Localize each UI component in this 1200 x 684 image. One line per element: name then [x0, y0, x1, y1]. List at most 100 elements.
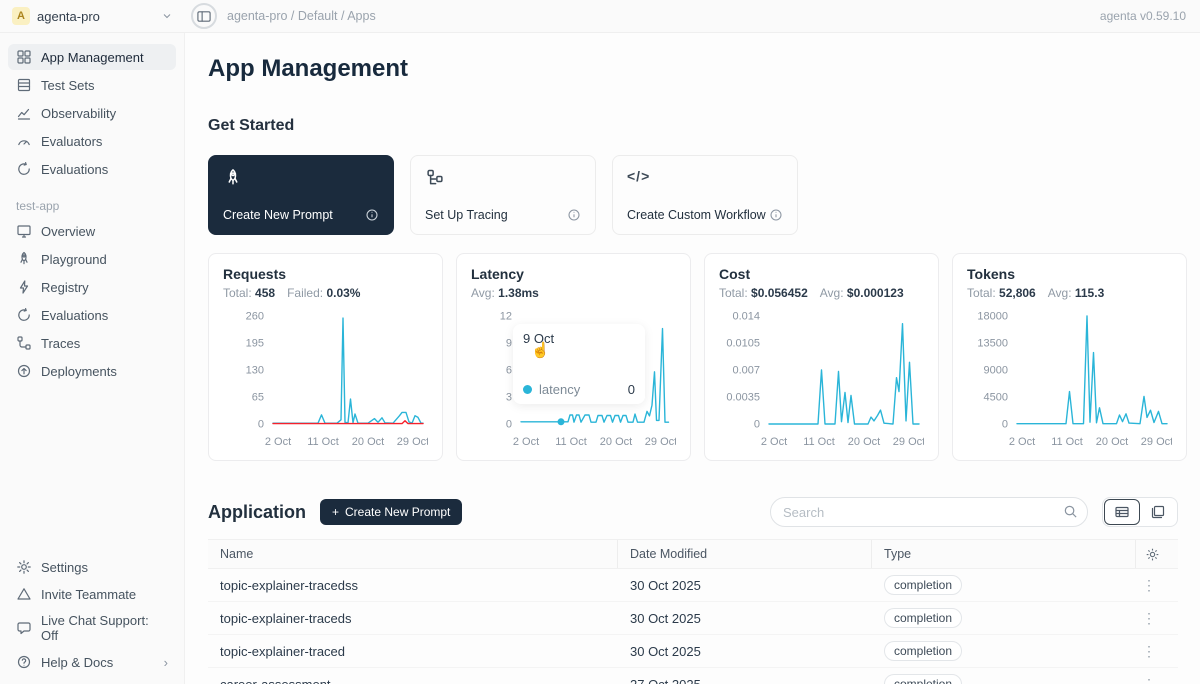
table-row[interactable]: career-assessment 27 Oct 2025 completion…	[208, 668, 1178, 684]
deploy-icon	[16, 363, 32, 379]
sidebar-item-app-management[interactable]: App Management	[8, 44, 176, 70]
breadcrumb: agenta-pro / Default / Apps	[227, 9, 376, 23]
sidebar-item-label: Help & Docs	[41, 655, 113, 670]
sidebar-item-traces[interactable]: Traces	[8, 330, 176, 356]
svg-text:20 Oct: 20 Oct	[352, 436, 384, 448]
chart-stat: Total: 52,806	[967, 286, 1036, 300]
svg-text:0.007: 0.007	[732, 365, 760, 377]
svg-text:2 Oct: 2 Oct	[513, 436, 539, 448]
sidebar-item-evaluations[interactable]: Evaluations	[8, 156, 176, 182]
table-settings-gear-icon[interactable]	[1145, 547, 1160, 562]
type-badge: completion	[884, 608, 962, 628]
create-custom-workflow-card[interactable]: </> Create Custom Workflow	[612, 155, 798, 235]
sidebar-item-settings[interactable]: Settings	[8, 554, 176, 580]
table-row[interactable]: topic-explainer-traceds 30 Oct 2025 comp…	[208, 602, 1178, 635]
sidebar-item-observability[interactable]: Observability	[8, 100, 176, 126]
refresh-icon	[16, 307, 32, 323]
column-header-name[interactable]: Name	[208, 540, 618, 568]
table-icon	[16, 77, 32, 93]
svg-text:6: 6	[506, 365, 512, 377]
sidebar-item-label: App Management	[41, 50, 144, 65]
version-label: agenta v0.59.10	[1100, 9, 1186, 23]
sidebar-item-test-sets[interactable]: Test Sets	[8, 72, 176, 98]
svg-text:65: 65	[252, 392, 264, 404]
tokens-line-chart[interactable]: 04500900013500180002 Oct11 Oct20 Oct29 O…	[967, 306, 1172, 451]
app-date-modified: 30 Oct 2025	[618, 578, 872, 593]
requests-chart-card: Requests Total: 458Failed: 0.03% 0651301…	[208, 253, 443, 461]
workspace-avatar: A	[12, 7, 30, 25]
sidebar-item-label: Test Sets	[41, 78, 94, 93]
info-icon[interactable]	[769, 208, 783, 222]
rocket-icon	[16, 251, 32, 267]
sidebar-item-label: Evaluations	[41, 162, 108, 177]
svg-text:0.0105: 0.0105	[726, 338, 760, 350]
sidebar-item-label: Evaluations	[41, 308, 108, 323]
create-new-prompt-button[interactable]: + Create New Prompt	[320, 499, 462, 525]
get-started-title: Get Started	[208, 117, 1178, 135]
chart-title: Requests	[223, 266, 428, 282]
info-icon[interactable]	[365, 208, 379, 222]
card-view-icon	[1150, 504, 1166, 520]
main-content: App Management Get Started Create New Pr…	[186, 33, 1200, 684]
app-name: topic-explainer-tracedss	[208, 578, 618, 593]
search-input[interactable]	[770, 497, 1088, 527]
sidebar-item-evaluations-app[interactable]: Evaluations	[8, 302, 176, 328]
kebab-menu-icon[interactable]: ⋮	[1138, 643, 1160, 660]
kebab-menu-icon[interactable]: ⋮	[1138, 676, 1160, 684]
chart-stat: Total: 458	[223, 286, 275, 300]
svg-text:11 Oct: 11 Oct	[307, 436, 339, 448]
page-title: App Management	[208, 55, 1178, 83]
sidebar-item-label: Registry	[41, 280, 89, 295]
svg-text:0: 0	[258, 419, 264, 431]
set-up-tracing-card[interactable]: Set Up Tracing	[410, 155, 596, 235]
sidebar-item-help-docs[interactable]: Help & Docs ›	[8, 649, 176, 675]
table-row[interactable]: topic-explainer-traced 30 Oct 2025 compl…	[208, 635, 1178, 668]
tooltip-series-label: latency	[539, 382, 580, 397]
refresh-icon	[16, 161, 32, 177]
sidebar-item-label: Observability	[41, 106, 116, 121]
table-view-button[interactable]	[1104, 499, 1140, 525]
sidebar-item-label: Live Chat Support: Off	[41, 613, 168, 643]
sidebar-item-overview[interactable]: Overview	[8, 218, 176, 244]
table-row[interactable]: topic-explainer-tracedss 30 Oct 2025 com…	[208, 569, 1178, 602]
create-button-label: Create New Prompt	[345, 505, 450, 519]
sidebar-item-playground[interactable]: Playground	[8, 246, 176, 272]
chart-stats: Avg: 1.38ms	[471, 286, 676, 300]
rocket-icon	[223, 168, 243, 188]
app-name: topic-explainer-traced	[208, 644, 618, 659]
svg-text:20 Oct: 20 Oct	[848, 436, 880, 448]
svg-text:3: 3	[506, 392, 512, 404]
svg-text:29 Oct: 29 Oct	[1141, 436, 1172, 448]
column-header-date-modified[interactable]: Date Modified	[618, 540, 872, 568]
sidebar-item-invite-teammate[interactable]: Invite Teammate	[8, 581, 176, 607]
create-new-prompt-card[interactable]: Create New Prompt	[208, 155, 394, 235]
table-view-icon	[1114, 504, 1130, 520]
cursor-icon: ☝	[531, 346, 635, 356]
svg-text:11 Oct: 11 Oct	[1051, 436, 1083, 448]
kebab-menu-icon[interactable]: ⋮	[1138, 577, 1160, 594]
sidebar-item-evaluators[interactable]: Evaluators	[8, 128, 176, 154]
card-view-button[interactable]	[1140, 499, 1176, 525]
requests-line-chart[interactable]: 0651301952602 Oct11 Oct20 Oct29 Oct	[223, 306, 428, 451]
series-dot	[523, 385, 532, 394]
sidebar-item-deployments[interactable]: Deployments	[8, 358, 176, 384]
sidebar-item-registry[interactable]: Registry	[8, 274, 176, 300]
tokens-chart-card: Tokens Total: 52,806Avg: 115.3 045009000…	[952, 253, 1187, 461]
info-icon[interactable]	[567, 208, 581, 222]
metric-charts: Requests Total: 458Failed: 0.03% 0651301…	[208, 253, 1178, 461]
column-header-type[interactable]: Type	[872, 540, 1136, 568]
branch-icon	[16, 335, 32, 351]
svg-text:0: 0	[1002, 419, 1008, 431]
sidebar-item-label: Overview	[41, 224, 95, 239]
kebab-menu-icon[interactable]: ⋮	[1138, 610, 1160, 627]
panel-icon	[196, 9, 212, 24]
sidebar-toggle-button[interactable]	[191, 3, 217, 29]
card-label: Create Custom Workflow	[627, 208, 766, 222]
view-toggle	[1102, 497, 1178, 527]
workspace-selector[interactable]: A agenta-pro	[0, 7, 185, 25]
tree-icon	[425, 168, 445, 188]
cost-line-chart[interactable]: 00.00350.0070.01050.0142 Oct11 Oct20 Oct…	[719, 306, 924, 451]
search-icon[interactable]	[1063, 504, 1078, 519]
svg-text:13500: 13500	[977, 338, 1008, 350]
sidebar-item-live-chat-support[interactable]: Live Chat Support: Off	[8, 608, 176, 648]
